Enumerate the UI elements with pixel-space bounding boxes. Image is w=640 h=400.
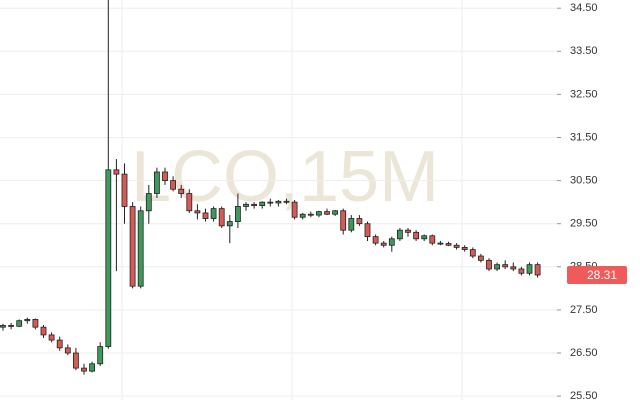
candle-body — [40, 326, 47, 336]
y-tick-label: 29.50 — [570, 218, 598, 230]
candle-body — [81, 367, 87, 372]
candle-body — [518, 268, 525, 274]
candle-body — [396, 229, 403, 240]
candle-body — [437, 242, 444, 245]
candle-body — [291, 201, 298, 218]
candle-body — [299, 213, 306, 218]
candle-body — [194, 210, 201, 214]
candle-body — [121, 173, 128, 207]
candle-body — [113, 169, 120, 175]
y-tick-label: 33.50 — [570, 45, 598, 57]
candle-body — [186, 193, 193, 212]
y-tick-label: 34.50 — [570, 2, 598, 14]
candle-body — [16, 320, 23, 327]
y-tick-label: 30.50 — [570, 175, 598, 187]
last-price-label: 28.31 — [587, 268, 617, 282]
candle-body — [534, 264, 541, 276]
candle-body — [129, 206, 136, 287]
candle-body — [405, 229, 411, 233]
candle-body — [234, 206, 241, 222]
candle-body — [178, 188, 185, 194]
candle-body — [137, 210, 144, 287]
candle-body — [494, 264, 501, 270]
candle-body — [340, 210, 347, 231]
y-tick-label: 32.50 — [570, 88, 598, 100]
candle-body — [372, 236, 379, 244]
candle-body — [315, 211, 322, 216]
watermark: LCO,15M — [131, 137, 439, 217]
candle-body — [421, 235, 428, 240]
candle-body — [324, 211, 330, 215]
candle-body — [477, 255, 484, 261]
candle-body — [97, 346, 104, 365]
candle-body — [89, 363, 95, 372]
candle-body — [283, 200, 290, 203]
candle-body — [218, 208, 225, 227]
candle-body — [24, 318, 31, 322]
candle-body — [388, 238, 395, 246]
candle-body — [486, 259, 492, 270]
candle-body — [356, 218, 363, 225]
y-tick-label: 31.50 — [570, 131, 598, 143]
candle-body — [469, 249, 476, 257]
y-tick-label: 27.50 — [570, 304, 598, 316]
candle-body — [226, 221, 233, 227]
candle-body — [364, 223, 371, 238]
candle-body — [453, 244, 460, 248]
candle-body — [259, 201, 266, 207]
candle-body — [64, 347, 71, 354]
candle-body — [153, 171, 160, 194]
candle-body — [502, 264, 509, 268]
candle-body — [526, 264, 533, 274]
candle-body — [243, 203, 249, 207]
candle-body — [380, 242, 387, 246]
candle-body — [162, 171, 168, 182]
candle-body — [348, 218, 355, 231]
candle-body — [105, 169, 112, 347]
last-price-box — [567, 266, 627, 284]
candle-body — [275, 200, 282, 204]
candle-body — [32, 318, 39, 328]
candle-body — [429, 235, 436, 244]
y-tick-label: 25.50 — [570, 390, 598, 400]
candle-body — [251, 203, 258, 207]
candle-body — [145, 193, 152, 212]
candle-body — [332, 210, 339, 215]
candle-body — [510, 266, 517, 270]
candle-body — [170, 180, 177, 190]
candle-body — [210, 208, 217, 219]
candle-body — [307, 213, 314, 216]
candle-body — [461, 247, 468, 250]
candle-body — [413, 231, 420, 240]
candle-body — [445, 243, 452, 246]
y-tick-label: 26.50 — [570, 347, 598, 359]
candle-body — [48, 334, 55, 341]
candle-body — [202, 212, 209, 219]
candle-body — [73, 352, 79, 369]
candle-body — [0, 325, 6, 328]
candle-body — [8, 325, 15, 327]
candle-body — [267, 201, 274, 204]
candle-body — [56, 339, 63, 349]
